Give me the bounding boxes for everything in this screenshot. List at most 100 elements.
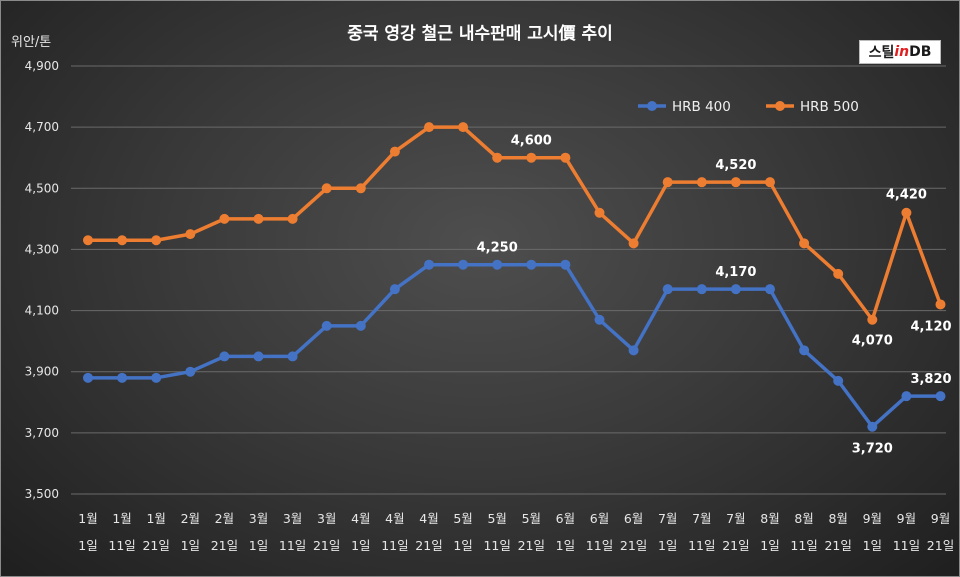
x-tick-day: 1일 <box>351 538 370 553</box>
y-tick-label: 3,700 <box>25 426 59 440</box>
data-point <box>355 183 366 194</box>
x-tick-day: 21일 <box>927 538 954 553</box>
data-label: 4,120 <box>910 319 951 334</box>
series-line-2 <box>88 125 943 322</box>
data-point <box>594 314 605 325</box>
x-tick-day: 21일 <box>722 538 749 553</box>
series-lines <box>83 122 946 432</box>
x-tick-month: 7월 <box>726 511 745 526</box>
data-point <box>458 122 469 133</box>
x-tick-day: 21일 <box>824 538 851 553</box>
data-label: 4,250 <box>477 241 518 256</box>
y-tick-label: 3,900 <box>25 365 59 379</box>
x-tick-month: 1월 <box>112 511 131 526</box>
data-point <box>867 314 878 325</box>
data-point <box>628 238 639 249</box>
data-point <box>730 177 741 188</box>
data-point <box>321 320 332 331</box>
legend-swatch-marker <box>775 101 785 111</box>
data-point <box>424 122 434 133</box>
data-point <box>765 284 775 295</box>
data-label: 3,720 <box>852 442 893 457</box>
x-tick-month: 4월 <box>419 511 438 526</box>
data-point <box>492 152 503 163</box>
y-tick-label: 4,900 <box>25 59 59 73</box>
x-tick-month: 8월 <box>760 511 779 526</box>
x-tick-day: 11일 <box>381 538 408 553</box>
x-tick-month: 3월 <box>317 511 336 526</box>
data-point <box>219 213 230 224</box>
data-point <box>321 183 332 194</box>
legend-label: HRB 500 <box>800 99 859 115</box>
x-tick-month: 3월 <box>249 511 268 526</box>
data-point <box>935 391 946 402</box>
x-tick-day: 1일 <box>556 538 575 553</box>
data-point <box>253 213 264 224</box>
x-tick-month: 6월 <box>624 511 643 526</box>
legend-swatch-marker <box>647 101 657 111</box>
y-unit-label: 위안/톤 <box>11 35 51 50</box>
data-label: 4,170 <box>715 265 756 280</box>
y-axis-ticks: 4,900 4,700 4,500 4,300 4,100 3,900 3,700 3,500 <box>25 59 59 501</box>
x-tick-month: 7월 <box>692 511 711 526</box>
data-point <box>662 284 673 295</box>
x-tick-day: 11일 <box>108 538 135 553</box>
x-tick-day: 11일 <box>483 538 510 553</box>
x-tick-month: 9월 <box>931 511 950 526</box>
data-point <box>628 345 639 356</box>
data-point <box>799 238 810 249</box>
x-tick-day: 11일 <box>790 538 817 553</box>
data-labels: 4,250 4,170 3,720 3,820 4,600 4,520 4,070 4,420… <box>477 134 952 457</box>
series-line-1 <box>88 262 941 429</box>
legend: HRB 400 HRB 500 <box>638 99 859 115</box>
y-tick-label: 4,100 <box>25 304 59 318</box>
logo-accent: in <box>894 44 910 60</box>
x-tick-day: 11일 <box>893 538 920 553</box>
x-tick-month: 5월 <box>453 511 472 526</box>
data-point <box>833 375 844 386</box>
data-point <box>83 235 93 246</box>
x-tick-day: 1일 <box>658 538 677 553</box>
x-tick-day: 11일 <box>279 538 306 553</box>
y-tick-label: 3,500 <box>25 487 59 501</box>
data-point <box>151 372 162 383</box>
x-tick-month: 1월 <box>78 511 97 526</box>
data-point <box>935 299 946 310</box>
data-point <box>253 351 264 362</box>
x-tick-month: 5월 <box>487 511 506 526</box>
x-tick-day: 11일 <box>688 538 715 553</box>
x-tick-day: 21일 <box>518 538 545 553</box>
x-tick-month: 2월 <box>215 511 234 526</box>
x-axis-ticks: 1월 1일 1월 11일 1월 21일 2월 1일 2월 21일 3월 1일 3월 11일 3월 21일 4월 1… <box>78 511 954 553</box>
data-label: 3,820 <box>910 372 951 387</box>
x-tick-day: 1일 <box>863 538 882 553</box>
x-tick-day: 21일 <box>313 538 340 553</box>
data-point <box>765 177 775 188</box>
legend-label: HRB 400 <box>672 99 731 115</box>
data-point <box>901 391 912 402</box>
data-point <box>594 207 605 218</box>
data-point <box>662 177 673 188</box>
data-point <box>287 213 298 224</box>
x-tick-month: 9월 <box>863 511 882 526</box>
y-tick-label: 4,700 <box>25 120 59 134</box>
x-tick-day: 1일 <box>453 538 472 553</box>
steelin-db-logo: 스틸 in DB <box>859 40 941 64</box>
data-point <box>560 259 571 270</box>
x-tick-month: 5월 <box>522 511 541 526</box>
data-point <box>151 235 162 246</box>
x-tick-day: 1일 <box>249 538 268 553</box>
logo-suffix: DB <box>909 44 932 60</box>
data-point <box>833 268 844 279</box>
data-point <box>117 372 128 383</box>
x-tick-month: 8월 <box>794 511 813 526</box>
data-point <box>117 235 128 246</box>
x-tick-day: 21일 <box>620 538 647 553</box>
gridlines <box>71 65 946 495</box>
x-tick-day: 1일 <box>181 538 200 553</box>
x-tick-month: 6월 <box>556 511 575 526</box>
data-point <box>219 351 230 362</box>
x-tick-day: 21일 <box>142 538 169 553</box>
